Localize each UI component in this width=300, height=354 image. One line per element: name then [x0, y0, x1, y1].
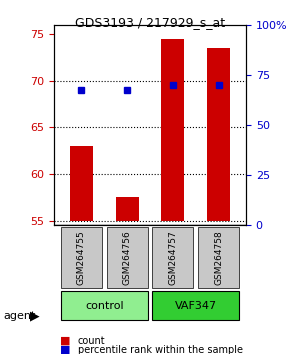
Text: GSM264758: GSM264758	[214, 230, 223, 285]
FancyBboxPatch shape	[61, 227, 102, 289]
FancyBboxPatch shape	[106, 227, 148, 289]
Text: percentile rank within the sample: percentile rank within the sample	[78, 345, 243, 354]
Text: ▶: ▶	[30, 309, 40, 322]
Text: agent: agent	[3, 311, 35, 321]
FancyBboxPatch shape	[152, 291, 239, 320]
Text: count: count	[78, 336, 106, 346]
Text: VAF347: VAF347	[175, 301, 217, 311]
FancyBboxPatch shape	[198, 227, 239, 289]
Text: control: control	[85, 301, 124, 311]
Text: ■: ■	[60, 336, 70, 346]
FancyBboxPatch shape	[152, 227, 194, 289]
Bar	[207, 48, 230, 221]
Text: GSM264757: GSM264757	[168, 230, 177, 285]
Text: ■: ■	[60, 345, 70, 354]
Text: GSM264756: GSM264756	[123, 230, 132, 285]
Text: GDS3193 / 217929_s_at: GDS3193 / 217929_s_at	[75, 16, 225, 29]
Bar	[116, 197, 139, 221]
Bar	[70, 146, 93, 221]
Text: GSM264755: GSM264755	[77, 230, 86, 285]
FancyBboxPatch shape	[61, 291, 148, 320]
Bar	[161, 39, 184, 221]
